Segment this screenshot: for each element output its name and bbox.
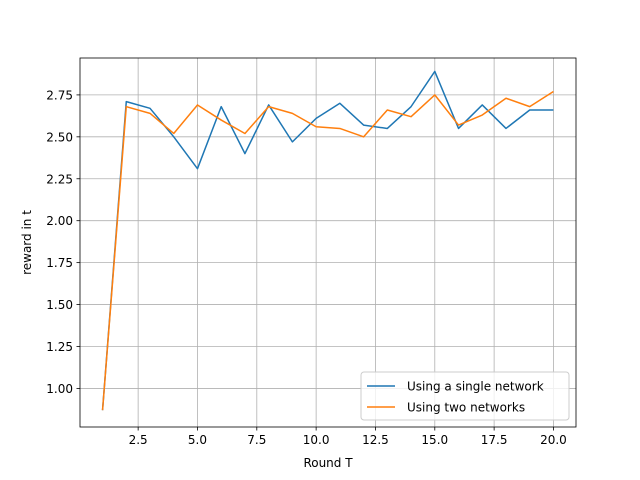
series-line-1 <box>101 70 554 411</box>
x-tick-label: 7.5 <box>247 433 266 447</box>
y-tick-label: 1.00 <box>46 382 73 396</box>
x-tick-label: 17.5 <box>481 433 508 447</box>
x-tick-label: 12.5 <box>362 433 389 447</box>
y-tick-label: 2.00 <box>46 214 73 228</box>
legend: Using a single network Using two networks <box>360 371 570 421</box>
legend-label-1: Using a single network <box>407 380 544 394</box>
y-tick-label: 2.25 <box>46 172 73 186</box>
y-axis-label: reward in t <box>20 210 34 275</box>
series-line-2 <box>101 90 554 411</box>
x-tick-label: 10.0 <box>303 433 330 447</box>
legend-box <box>360 371 570 421</box>
x-tick-label: 5.0 <box>188 433 207 447</box>
y-tick-label: 1.25 <box>46 340 73 354</box>
y-tick-label: 1.50 <box>46 298 73 312</box>
legend-label-2: Using two networks <box>407 401 525 415</box>
x-tick-label: 15.0 <box>421 433 448 447</box>
y-tick-label: 2.75 <box>46 88 73 102</box>
plot-area: 2.5 5.0 7.5 10.0 12.5 15.0 17.5 20.0 1.00 1.25 1.5… <box>46 57 577 447</box>
x-tick-label: 20.0 <box>540 433 567 447</box>
x-axis-label: Round T <box>303 456 353 470</box>
x-tick-label: 2.5 <box>129 433 148 447</box>
y-tick-label: 2.50 <box>46 130 73 144</box>
axes-frame <box>79 57 577 428</box>
y-tick-label: 1.75 <box>46 256 73 270</box>
